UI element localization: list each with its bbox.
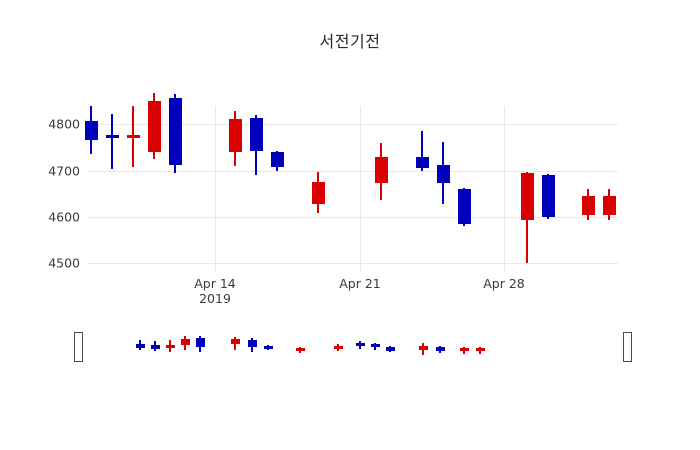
navigator-candlestick bbox=[135, 330, 145, 364]
navigator-candlestick bbox=[150, 330, 160, 364]
y-axis-tick-label: 4600 bbox=[48, 209, 80, 225]
candlestick[interactable] bbox=[436, 106, 450, 272]
candle-body bbox=[457, 189, 471, 224]
gridline-horizontal bbox=[88, 216, 618, 218]
chart-title: 서전기전 bbox=[319, 32, 381, 51]
x-axis-tick-year: 2019 bbox=[199, 291, 231, 306]
range-navigator[interactable] bbox=[60, 330, 632, 364]
navigator-candlestick bbox=[263, 330, 273, 364]
navigator-handle-left[interactable] bbox=[74, 332, 83, 362]
navigator-candle-body bbox=[263, 346, 273, 349]
candlestick[interactable] bbox=[126, 106, 140, 272]
navigator-candle-body bbox=[355, 343, 365, 346]
navigator-candle-body bbox=[230, 339, 240, 344]
navigator-candle-body bbox=[195, 338, 205, 347]
navigator-candlestick bbox=[435, 330, 445, 364]
navigator-candle-body bbox=[150, 345, 160, 349]
candle-body bbox=[84, 121, 98, 141]
candlestick[interactable] bbox=[602, 106, 616, 272]
navigator-candlestick bbox=[333, 330, 343, 364]
candlestick[interactable] bbox=[270, 106, 284, 272]
candle-body bbox=[415, 156, 429, 169]
candlestick[interactable] bbox=[581, 106, 595, 272]
candle-wick bbox=[421, 131, 423, 171]
navigator-candle-body bbox=[333, 346, 343, 349]
candle-body bbox=[126, 135, 140, 139]
navigator-candle-body bbox=[459, 348, 469, 351]
candlestick[interactable] bbox=[520, 106, 534, 272]
candlestick[interactable] bbox=[84, 106, 98, 272]
navigator-candlestick bbox=[385, 330, 395, 364]
candlestick[interactable] bbox=[415, 106, 429, 272]
y-axis-tick-label: 4700 bbox=[48, 163, 80, 179]
navigator-candlestick bbox=[295, 330, 305, 364]
candlestick[interactable] bbox=[541, 106, 555, 272]
candle-body bbox=[147, 101, 161, 153]
gridline-vertical bbox=[360, 106, 361, 272]
navigator-candlestick bbox=[247, 330, 257, 364]
navigator-candlestick bbox=[418, 330, 428, 364]
gridline-vertical bbox=[215, 106, 216, 272]
navigator-candle-body bbox=[418, 346, 428, 350]
navigator-candle-body bbox=[135, 344, 145, 348]
candle-body bbox=[249, 117, 263, 152]
navigator-candlestick bbox=[370, 330, 380, 364]
navigator-candlestick bbox=[355, 330, 365, 364]
candlestick[interactable] bbox=[147, 92, 161, 272]
candle-wick bbox=[111, 113, 113, 169]
candlestick[interactable] bbox=[105, 106, 119, 272]
candle-body bbox=[228, 118, 242, 153]
navigator-candle-body bbox=[475, 348, 485, 351]
gridline-horizontal bbox=[88, 170, 618, 172]
candle-body bbox=[311, 181, 325, 204]
candle-body bbox=[602, 196, 616, 215]
navigator-candlestick bbox=[230, 330, 240, 364]
candle-body bbox=[581, 196, 595, 215]
candle-body bbox=[374, 156, 388, 184]
gridline-horizontal bbox=[88, 124, 618, 126]
navigator-candle-body bbox=[247, 340, 257, 347]
navigator-candle-body bbox=[295, 348, 305, 351]
candlestick[interactable] bbox=[311, 106, 325, 272]
x-axis-tick-label: Apr 21 bbox=[339, 276, 381, 291]
navigator-candlestick bbox=[180, 330, 190, 364]
navigator-candlestick bbox=[459, 330, 469, 364]
navigator-candlestick bbox=[165, 330, 175, 364]
candle-body bbox=[520, 172, 534, 221]
candlestick[interactable] bbox=[457, 106, 471, 272]
candle-body bbox=[105, 135, 119, 139]
navigator-candle-body bbox=[165, 345, 175, 348]
x-axis-tick-label: Apr 28 bbox=[483, 276, 525, 291]
candlestick[interactable] bbox=[228, 106, 242, 272]
navigator-candlestick bbox=[475, 330, 485, 364]
navigator-candle-body bbox=[385, 347, 395, 351]
navigator-candlestick bbox=[195, 330, 205, 364]
candle-body bbox=[270, 152, 284, 167]
x-axis-tick-label: Apr 14 2019 bbox=[194, 276, 236, 306]
y-axis: 4800 4700 4600 4500 bbox=[32, 106, 80, 272]
candle-body bbox=[436, 165, 450, 184]
candle-body bbox=[541, 175, 555, 217]
navigator-handle-right[interactable] bbox=[623, 332, 632, 362]
y-axis-tick-label: 4500 bbox=[48, 255, 80, 271]
candlestick[interactable] bbox=[168, 93, 182, 272]
navigator-candle-body bbox=[370, 344, 380, 347]
candlestick[interactable] bbox=[249, 106, 263, 272]
gridline-horizontal bbox=[88, 262, 618, 264]
gridline-vertical bbox=[504, 106, 505, 272]
candlestick[interactable] bbox=[374, 106, 388, 272]
navigator-candle-body bbox=[435, 347, 445, 351]
candle-body bbox=[168, 97, 182, 166]
navigator-candle-body bbox=[180, 339, 190, 345]
y-axis-tick-label: 4800 bbox=[48, 116, 80, 132]
price-plot-area bbox=[84, 92, 618, 272]
